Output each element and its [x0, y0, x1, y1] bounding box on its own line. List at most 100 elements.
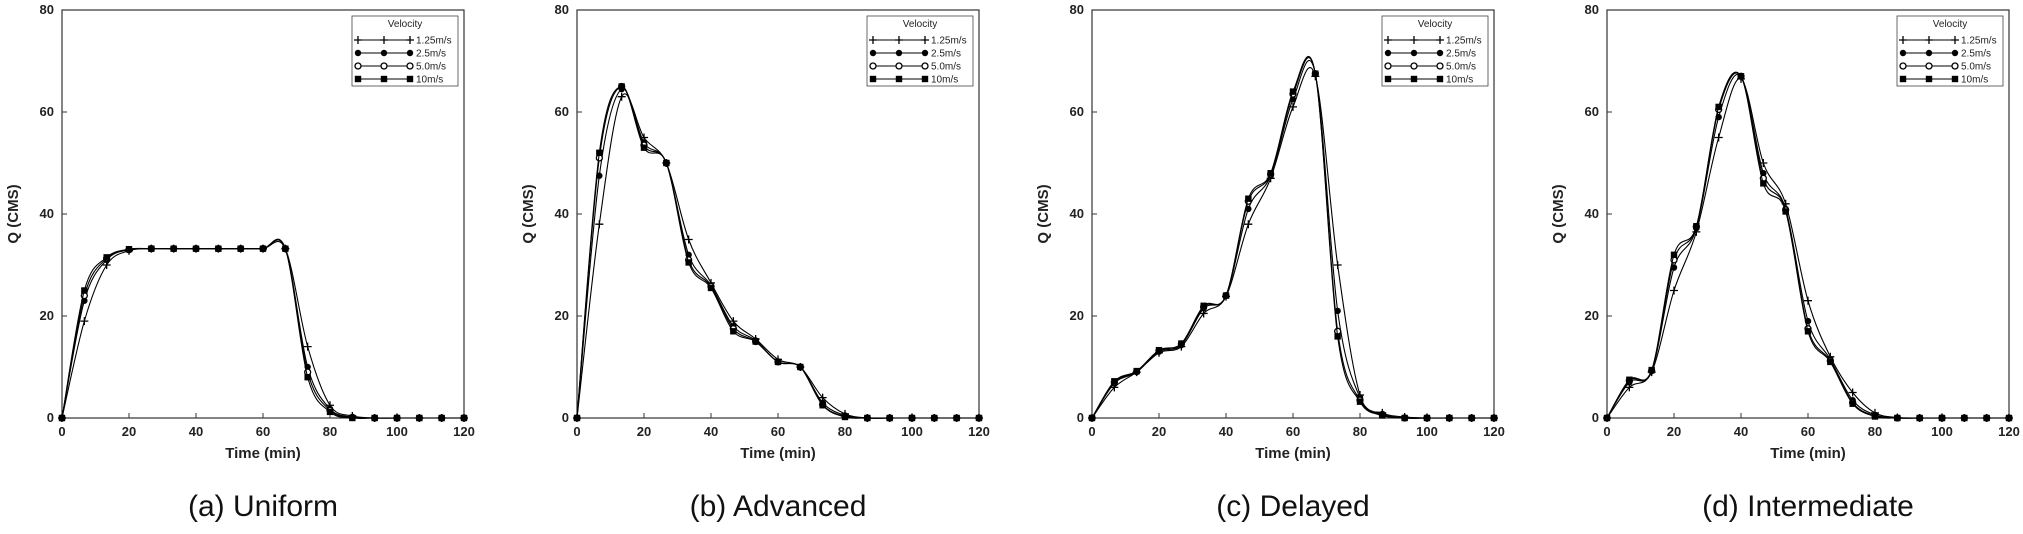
data-point [259, 245, 267, 252]
series-markers-2.5m/s [58, 245, 468, 422]
data-point [1804, 296, 1812, 305]
data-point [1693, 223, 1700, 230]
data-point [1894, 414, 1901, 422]
legend-marker [869, 62, 877, 70]
x-tick-label: 20 [1152, 424, 1166, 439]
legend-marker [406, 75, 414, 83]
data-point [80, 317, 89, 326]
data-point [1938, 414, 1946, 422]
legend: Velocity 1.25m/s 2.5m/s 5.0m/s 10m/s [1381, 15, 1489, 87]
legend-title: Velocity [1418, 19, 1452, 30]
legend-marker [1899, 62, 1907, 70]
data-point [774, 358, 782, 366]
legend-marker [1410, 49, 1418, 57]
data-point [170, 245, 177, 252]
line-chart: 0 20 40 60 80 100 120 0 20 40 60 80 Time (min) Q (CMS… [5, 2, 475, 462]
series-markers-10m/s [573, 83, 983, 422]
x-tick-label: 100 [386, 424, 408, 439]
x-tick-label: 20 [122, 424, 136, 439]
data-point [1670, 286, 1678, 295]
data-point [886, 414, 893, 422]
data-point [707, 284, 715, 292]
x-tick-label: 40 [1219, 424, 1233, 439]
data-point [393, 414, 401, 422]
legend-marker [380, 62, 388, 70]
legend-marker [380, 75, 388, 83]
data-point [1312, 70, 1319, 77]
data-point [1714, 133, 1723, 142]
panel-caption: (c) Delayed [1216, 490, 1370, 523]
y-tick-label: 60 [1070, 104, 1084, 119]
y-tick-label: 40 [1585, 206, 1599, 221]
series-line-5.0m/s [1091, 57, 1494, 419]
data-point [1760, 180, 1767, 187]
legend-marker [1925, 49, 1933, 57]
legend-entry-label: 5.0m/s [931, 62, 961, 73]
data-point [819, 402, 826, 409]
series-line-2.5m/s [1606, 73, 2009, 419]
legend-marker [921, 36, 929, 44]
legend-marker [869, 36, 877, 44]
data-point [1871, 413, 1879, 420]
data-point [752, 338, 759, 345]
x-axis-label: Time (min) [1770, 445, 1846, 462]
x-tick-label: 40 [189, 424, 203, 439]
series-line-5.0m/s [576, 85, 979, 419]
data-point [1244, 220, 1253, 229]
legend-entry-label: 10m/s [416, 75, 443, 86]
legend-marker [921, 49, 929, 57]
legend-marker [1384, 62, 1392, 70]
legend-marker [1925, 62, 1933, 70]
legend-marker [1436, 75, 1444, 83]
data-point [1423, 414, 1431, 422]
legend-entry-label: 5.0m/s [416, 62, 446, 73]
x-axis-label: Time (min) [225, 445, 301, 462]
legend-marker [1899, 75, 1907, 83]
legend-marker [1925, 75, 1933, 83]
data-point [237, 245, 244, 252]
y-tick-label: 0 [562, 410, 569, 425]
legend-entry-label: 1.25m/s [931, 36, 967, 47]
y-tick-label: 20 [1585, 308, 1599, 323]
x-tick-label: 0 [1088, 424, 1095, 439]
data-point [1401, 414, 1408, 422]
x-tick-label: 80 [1353, 424, 1367, 439]
y-tick-label: 0 [47, 410, 54, 425]
legend-marker [354, 75, 362, 83]
legend-entry-label: 10m/s [1961, 75, 1988, 86]
x-tick-label: 20 [637, 424, 651, 439]
legend-entry-label: 5.0m/s [1446, 62, 1476, 73]
data-point [282, 245, 289, 252]
data-point [1333, 261, 1342, 269]
data-point [1626, 376, 1633, 383]
series-markers-1.25m/s [58, 244, 468, 422]
legend-marker [1436, 49, 1444, 57]
data-point [1490, 414, 1498, 422]
legend-entry-label: 10m/s [931, 75, 958, 86]
legend-entry-label: 2.5m/s [1446, 49, 1476, 60]
legend: Velocity 1.25m/s 2.5m/s 5.0m/s 10m/s [351, 15, 459, 87]
legend-entry-label: 2.5m/s [416, 49, 446, 60]
chart-panel-3: 0 20 40 60 80 100 120 0 20 40 60 80 Time (min) Q (CMS… [1030, 0, 1535, 534]
x-tick-label: 120 [1483, 424, 1505, 439]
y-tick-label: 20 [1070, 308, 1084, 323]
y-tick-label: 80 [1585, 2, 1599, 17]
data-point [192, 245, 200, 252]
data-point [640, 144, 648, 151]
panel-caption: (b) Advanced [689, 490, 867, 523]
series-markers-1.25m/s [1088, 72, 1498, 422]
x-tick-label: 40 [1734, 424, 1748, 439]
x-axis-label: Time (min) [740, 445, 816, 462]
data-point [1827, 358, 1834, 366]
x-tick-label: 120 [1998, 424, 2020, 439]
panel-caption: (a) Uniform [187, 490, 338, 523]
data-point [573, 414, 581, 422]
data-point [1961, 414, 1968, 422]
series-line-1.25m/s [61, 240, 464, 419]
legend-entry-label: 10m/s [1446, 75, 1473, 86]
line-chart: 0 20 40 60 80 100 120 0 20 40 60 80 Time (min) Q (CMS… [1550, 2, 2020, 462]
data-point [595, 220, 604, 229]
x-tick-label: 120 [968, 424, 990, 439]
x-tick-label: 60 [256, 424, 270, 439]
x-tick-label: 0 [58, 424, 65, 439]
